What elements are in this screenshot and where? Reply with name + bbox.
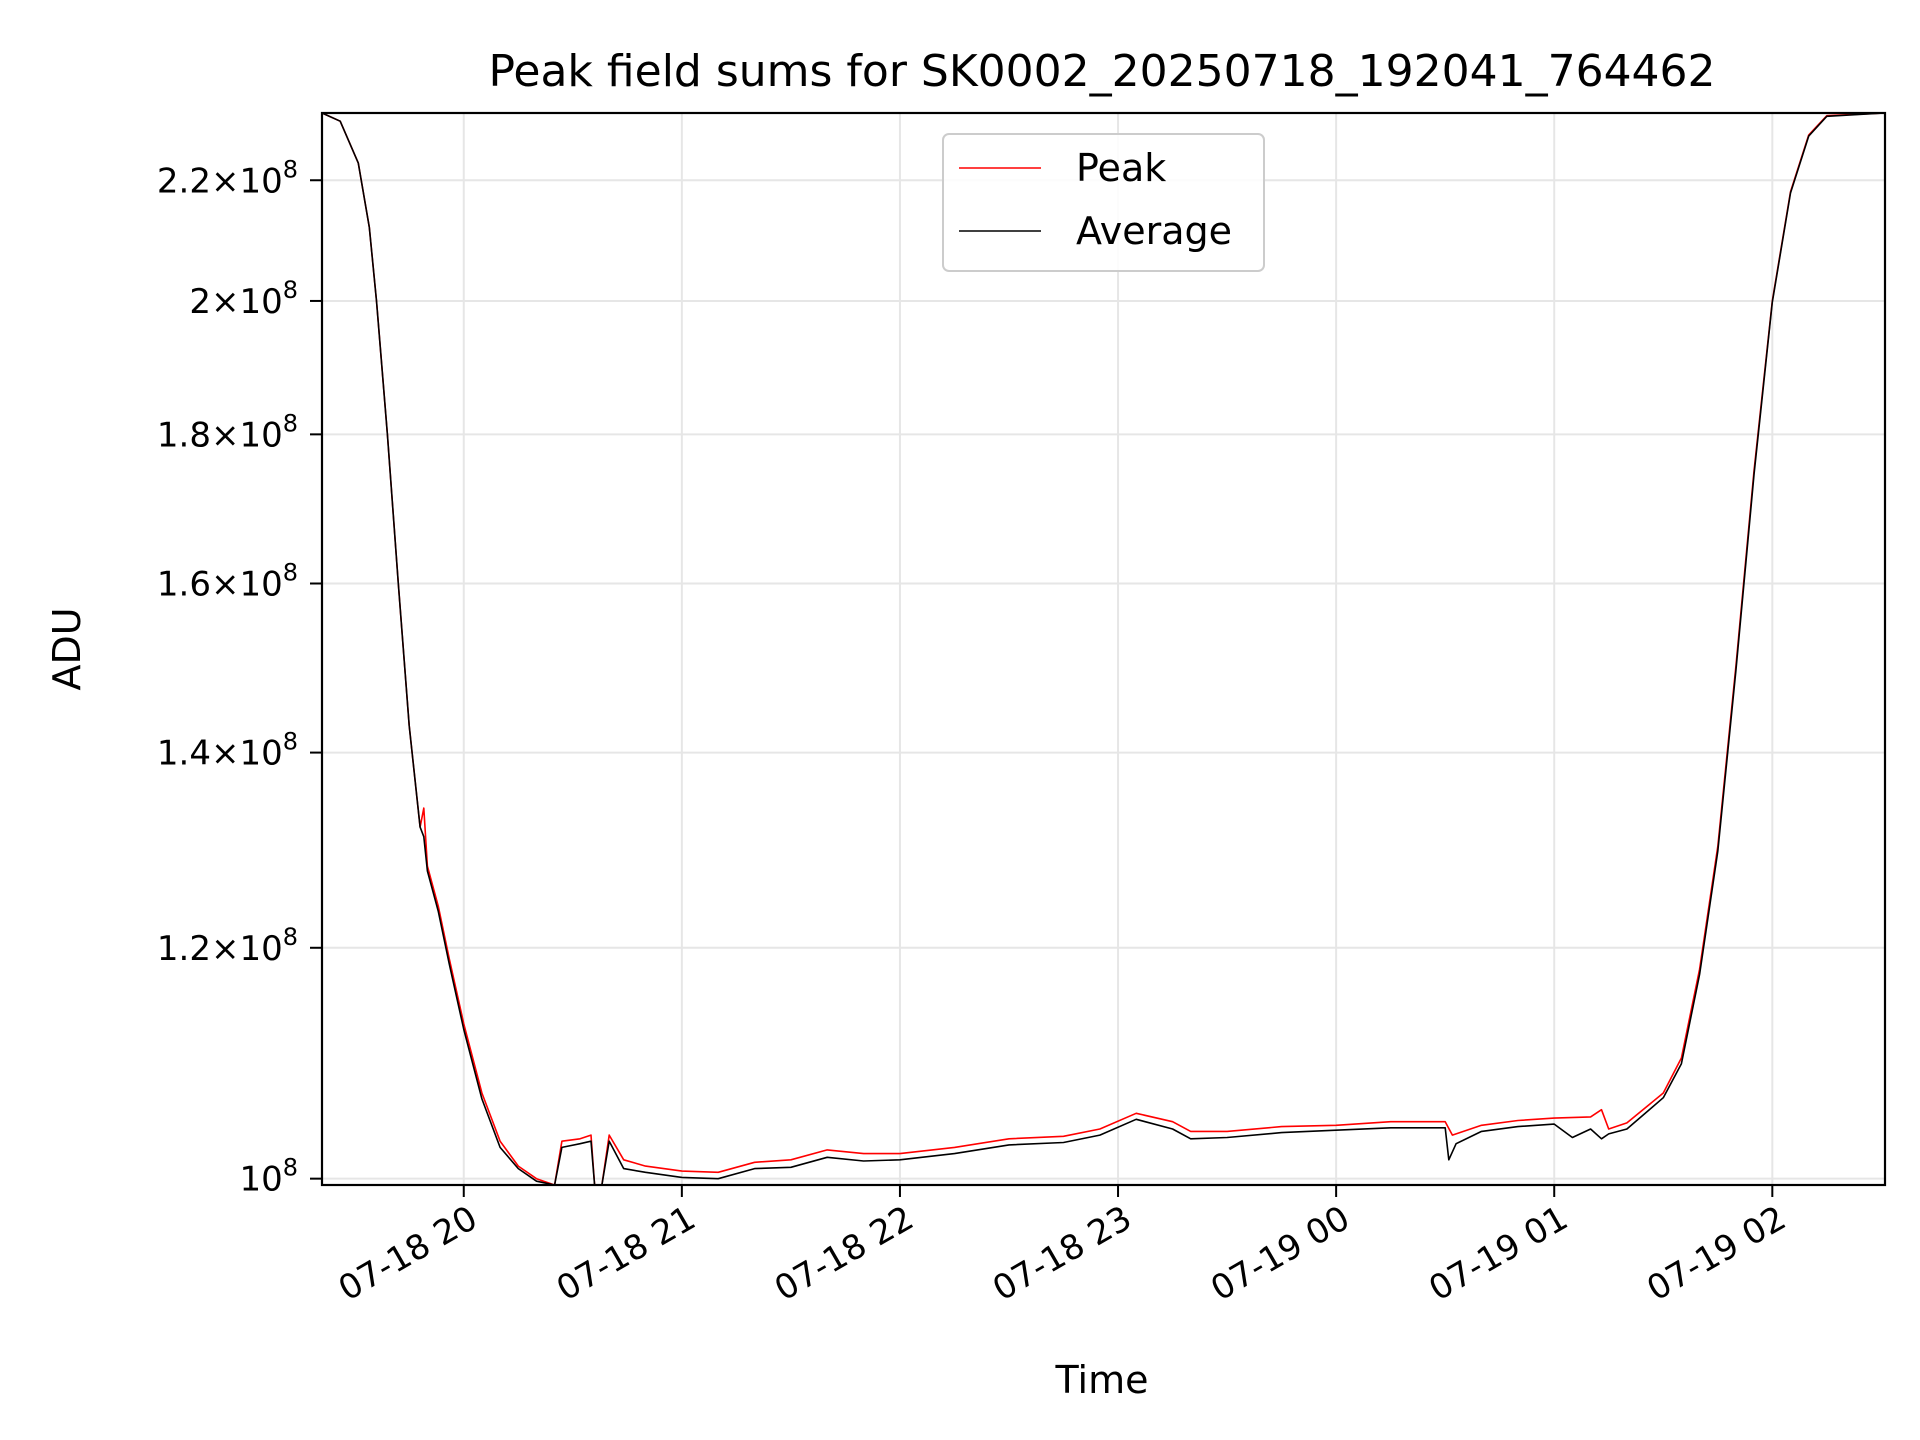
y-axis-label: ADU [45,607,89,690]
chart-title: Peak field sums for SK0002_20250718_1920… [488,46,1715,97]
series-line-peak [321,112,1886,1186]
plot-lines [321,112,1886,1186]
y-tick-label: 1.2×108 [157,923,298,969]
y-tick-label: 1.6×108 [157,559,298,605]
y-tick-label: 1.8×108 [157,409,298,455]
y-tick-label: 1.4×108 [157,728,298,774]
series-line-average [321,112,1886,1186]
x-axis-label: Time [1055,1358,1149,1402]
y-tick-label: 2×108 [189,276,298,322]
plot-frame [320,111,1887,1187]
y-tick-label: 2.2×108 [157,155,298,201]
legend-label-average: Average [1076,209,1232,253]
y-axis: 108 1.2×108 1.4×108 1.6×108 1.8×108 2×108 2.2×… [157,155,322,1200]
legend: Peak Average [942,133,1265,272]
legend-label-peak: Peak [1076,146,1166,190]
y-tick-label: 108 [239,1154,298,1200]
